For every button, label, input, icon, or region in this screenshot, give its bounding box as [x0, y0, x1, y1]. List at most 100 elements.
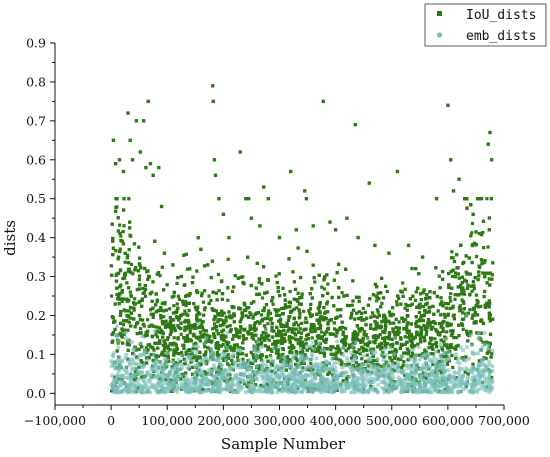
- emb-dists-point: [141, 351, 146, 356]
- iou-dists-point: [403, 287, 407, 291]
- iou-dists-point: [452, 317, 456, 321]
- iou-dists-point: [274, 313, 279, 317]
- iou-dists-point: [216, 272, 221, 276]
- iou-dists-point: [298, 327, 302, 331]
- iou-dists-point: [267, 334, 271, 338]
- emb-dists-point: [359, 388, 364, 393]
- iou-dists-point: [427, 373, 432, 377]
- emb-dists-point: [131, 390, 135, 395]
- iou-dists-point: [242, 301, 246, 305]
- iou-dists-point: [296, 341, 300, 346]
- iou-dists-point: [362, 330, 367, 334]
- emb-dists-point: [430, 379, 435, 384]
- iou-dists-point: [383, 338, 387, 342]
- iou-dists-point: [133, 370, 137, 374]
- emb-dists-point: [456, 390, 461, 395]
- iou-dists-point: [318, 323, 323, 328]
- iou-dists-point: [135, 321, 139, 326]
- iou-dists-point: [332, 321, 336, 325]
- iou-dists-point: [326, 389, 330, 393]
- iou-dists-point: [393, 369, 397, 373]
- iou-dists-point: [291, 270, 295, 274]
- iou-dists-point: [154, 354, 158, 358]
- iou-dists-point: [426, 318, 431, 322]
- iou-dists-point: [353, 330, 357, 334]
- emb-dists-point: [425, 364, 430, 368]
- iou-dists-point: [410, 334, 414, 338]
- iou-dists-point: [119, 310, 123, 314]
- emb-dists-point: [230, 377, 235, 382]
- iou-dists-point: [143, 266, 147, 270]
- emb-dists-point: [360, 372, 364, 377]
- iou-dists-point: [290, 351, 294, 355]
- iou-dists-point: [183, 339, 187, 343]
- emb-dists-point: [414, 367, 419, 372]
- iou-dists-point: [425, 293, 429, 297]
- iou-dists-point: [226, 362, 230, 366]
- emb-dists-point: [304, 372, 308, 377]
- iou-dists-point: [235, 334, 239, 338]
- iou-dists-point: [239, 325, 243, 329]
- iou-dists-point: [172, 348, 176, 352]
- iou-dists-point: [162, 288, 166, 292]
- iou-dists-point: [249, 380, 253, 384]
- iou-dists-point: [253, 383, 258, 387]
- iou-dists-point: [168, 371, 172, 375]
- emb-dists-point: [392, 336, 397, 340]
- iou-dists-point: [118, 363, 122, 367]
- iou-dists-point: [427, 346, 431, 350]
- emb-dists-point: [251, 359, 256, 364]
- emb-dists-point: [326, 385, 331, 390]
- iou-dists-point: [113, 162, 118, 166]
- emb-dists-point: [474, 382, 479, 387]
- emb-dists-point: [384, 353, 389, 358]
- emb-dists-point: [126, 388, 131, 392]
- emb-dists-point: [285, 375, 289, 379]
- iou-dists-point: [465, 329, 469, 333]
- iou-dists-point: [299, 335, 303, 340]
- iou-dists-point: [371, 359, 375, 363]
- iou-dists-point: [400, 354, 404, 359]
- iou-dists-point: [362, 318, 366, 322]
- iou-dists-point: [418, 333, 422, 337]
- emb-dists-point: [471, 366, 476, 371]
- emb-dists-point: [406, 385, 411, 390]
- iou-dists-point: [136, 269, 140, 273]
- iou-dists-point: [360, 327, 364, 331]
- emb-dists-point: [458, 345, 463, 350]
- iou-dists-point: [331, 368, 335, 372]
- iou-dists-point: [176, 306, 180, 310]
- iou-dists-point: [292, 280, 296, 284]
- emb-dists-point: [180, 366, 185, 370]
- emb-dists-point: [323, 380, 327, 385]
- iou-dists-point: [158, 331, 162, 335]
- iou-dists-point: [204, 382, 209, 386]
- iou-dists-point: [120, 335, 124, 339]
- iou-dists-point: [252, 344, 256, 348]
- iou-dists-point: [440, 300, 444, 304]
- iou-dists-point: [477, 305, 481, 309]
- emb-dists-point: [131, 347, 136, 352]
- iou-dists-point: [402, 360, 406, 364]
- iou-dists-point: [264, 327, 268, 331]
- iou-dists-point: [266, 348, 270, 352]
- iou-dists-point: [117, 158, 122, 162]
- iou-dists-point: [446, 302, 450, 306]
- iou-dists-point: [161, 331, 165, 335]
- iou-dists-point: [445, 343, 449, 347]
- iou-dists-point: [124, 366, 129, 370]
- iou-dists-point: [165, 337, 169, 342]
- iou-dists-point: [461, 291, 465, 295]
- iou-dists-point: [259, 364, 263, 368]
- iou-dists-point: [171, 386, 175, 390]
- emb-dists-point: [295, 364, 300, 369]
- iou-dists-point: [203, 289, 207, 293]
- emb-dists-point: [187, 363, 192, 368]
- iou-dists-point: [182, 336, 186, 340]
- iou-dists-point: [310, 287, 314, 291]
- emb-dists-point: [165, 351, 170, 356]
- iou-dists-point: [414, 315, 418, 319]
- iou-dists-point: [170, 295, 174, 299]
- emb-dists-point: [464, 358, 468, 363]
- iou-dists-point: [266, 345, 270, 349]
